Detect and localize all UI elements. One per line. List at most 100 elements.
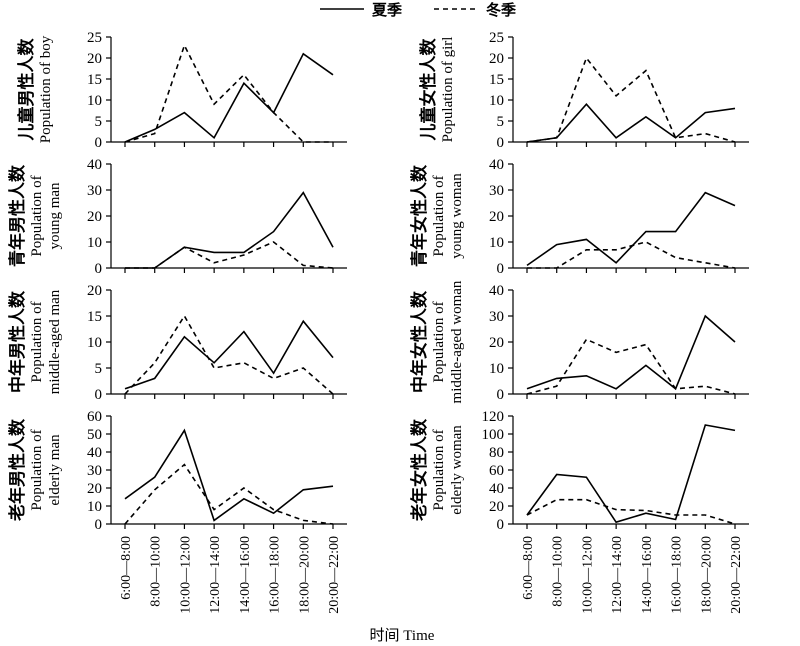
x-tick-label: 20:00—22:00 (729, 536, 744, 614)
y-axis-label-cn: 青年女性人数 (409, 164, 429, 267)
series-winter-line (125, 241, 334, 269)
x-tick-label: 6:00—8:00 (119, 536, 134, 600)
y-axis-label-en: Population of (29, 301, 45, 382)
series-winter-line (124, 314, 334, 395)
y-axis-label-cn: 儿童男性人数 (16, 38, 36, 142)
panel-5: 0 5 10 15 20 中年男性人数 Population of middle-aged m… (7, 283, 347, 403)
y-axis-label-en: Population of boy (38, 35, 54, 143)
panel-1: 0 5 10 15 20 25 儿童男性人数 Population of boy (16, 30, 347, 151)
x-tick-label: 18:00—20:00 (699, 536, 714, 614)
legend-winter-label: 冬季 (486, 1, 516, 19)
y-tick-label: 10 (489, 361, 504, 377)
x-tick-label: 16:00—18:00 (268, 536, 283, 614)
y-tick-label: 30 (489, 183, 504, 199)
y-tick-label: 60 (489, 463, 504, 479)
y-tick-label: 40 (87, 445, 102, 461)
y-tick-label: 0 (95, 387, 103, 403)
y-tick-label: 10 (87, 235, 102, 251)
y-tick-label: 25 (87, 30, 102, 46)
legend: 夏季 冬季 (320, 1, 516, 19)
y-tick-label: 20 (87, 481, 102, 497)
y-axis-label-en: middle-aged man (47, 289, 63, 394)
series-summer-line (526, 102, 736, 143)
series-summer-line (125, 191, 334, 269)
y-tick-label: 0 (497, 387, 505, 403)
y-tick-label: 30 (87, 183, 102, 199)
y-tick-label: 30 (87, 463, 102, 479)
y-axis-label-en: young man (47, 182, 63, 250)
y-tick-label: 0 (497, 517, 505, 533)
y-tick-label: 15 (489, 72, 504, 88)
y-axis-label-cn: 老年男性人数 (7, 418, 27, 522)
y-tick-label: 40 (489, 283, 504, 299)
y-tick-label: 0 (95, 261, 103, 277)
y-tick-label: 10 (489, 235, 504, 251)
y-tick-label: 60 (87, 409, 102, 425)
y-axis-label-en: middle-aged woman (449, 280, 465, 403)
y-tick-label: 20 (489, 51, 504, 67)
x-tick-label: 12:00—14:00 (208, 536, 223, 614)
panel-8: 0 20 40 60 80 100 120 老年女性人数 Population of elderl… (409, 409, 749, 614)
y-axis-label-cn: 中年女性人数 (409, 290, 429, 393)
x-tick-label: 10:00—12:00 (580, 536, 595, 614)
panels: 0 5 10 15 20 25 儿童男性人数 Population of boy 0 5 10 15 2… (7, 30, 749, 614)
y-tick-label: 50 (87, 427, 102, 443)
series-winter-line (124, 463, 334, 525)
y-axis-label-en: young woman (449, 173, 465, 259)
series-winter-line (526, 56, 736, 143)
y-tick-label: 40 (489, 157, 504, 173)
y-tick-label: 15 (87, 309, 102, 325)
y-tick-label: 20 (489, 209, 504, 225)
panel-7: 0 10 20 30 40 50 60 老年男性人数 Population of elderly … (7, 409, 347, 614)
y-tick-label: 30 (489, 309, 504, 325)
series-winter-line (526, 338, 736, 395)
y-axis-label-en: elderly woman (449, 425, 465, 515)
y-axis-label-cn: 中年男性人数 (7, 290, 27, 393)
y-tick-label: 0 (95, 517, 103, 533)
x-tick-label: 8:00—10:00 (551, 536, 566, 607)
y-tick-label: 80 (489, 445, 504, 461)
x-tick-label: 8:00—10:00 (149, 536, 164, 607)
y-tick-label: 20 (87, 51, 102, 67)
series-summer-line (124, 52, 334, 143)
series-winter-line (124, 43, 333, 143)
y-axis-label-en: Population of (431, 175, 447, 256)
y-tick-label: 5 (95, 361, 103, 377)
series-summer-line (526, 424, 736, 524)
panel-2: 0 5 10 15 20 25 儿童女性人数 Population of girl (418, 30, 749, 151)
panel-3: 0 10 20 30 40 青年男性人数 Population of young man (7, 157, 347, 277)
y-axis-label-cn: 老年女性人数 (409, 418, 429, 522)
y-tick-label: 20 (489, 335, 504, 351)
panel-6: 0 10 20 30 40 中年女性人数 Population of middle-aged … (409, 280, 749, 403)
y-tick-label: 0 (95, 135, 103, 151)
x-tick-label: 18:00—20:00 (297, 536, 312, 614)
y-tick-label: 20 (489, 499, 504, 515)
y-tick-label: 10 (87, 93, 102, 109)
x-tick-label: 14:00—16:00 (640, 536, 655, 614)
x-axis-title: 时间 Time (370, 627, 435, 644)
x-tick-label: 6:00—8:00 (521, 536, 536, 600)
y-axis-label-en: Population of (431, 301, 447, 382)
series-winter-line (527, 241, 736, 269)
y-tick-label: 15 (87, 72, 102, 88)
y-tick-label: 10 (87, 499, 102, 515)
y-tick-label: 25 (489, 30, 504, 46)
y-tick-label: 10 (489, 93, 504, 109)
x-tick-label: 20:00—22:00 (327, 536, 342, 614)
y-tick-label: 0 (497, 135, 505, 151)
x-tick-label: 10:00—12:00 (178, 536, 193, 614)
y-tick-label: 40 (489, 481, 504, 497)
y-tick-label: 5 (497, 114, 505, 130)
y-tick-label: 10 (87, 335, 102, 351)
x-tick-label: 12:00—14:00 (610, 536, 625, 614)
series-winter-line (526, 498, 736, 525)
y-tick-label: 20 (87, 283, 102, 299)
y-tick-label: 5 (95, 114, 103, 130)
y-tick-label: 100 (482, 427, 505, 443)
series-summer-line (526, 314, 736, 391)
x-tick-label: 16:00—18:00 (670, 536, 685, 614)
y-axis-label-en: Population of (431, 429, 447, 510)
y-axis-label-en: Population of girl (440, 37, 456, 143)
panel-4: 0 10 20 30 40 青年女性人数 Population of young woman (409, 157, 749, 277)
